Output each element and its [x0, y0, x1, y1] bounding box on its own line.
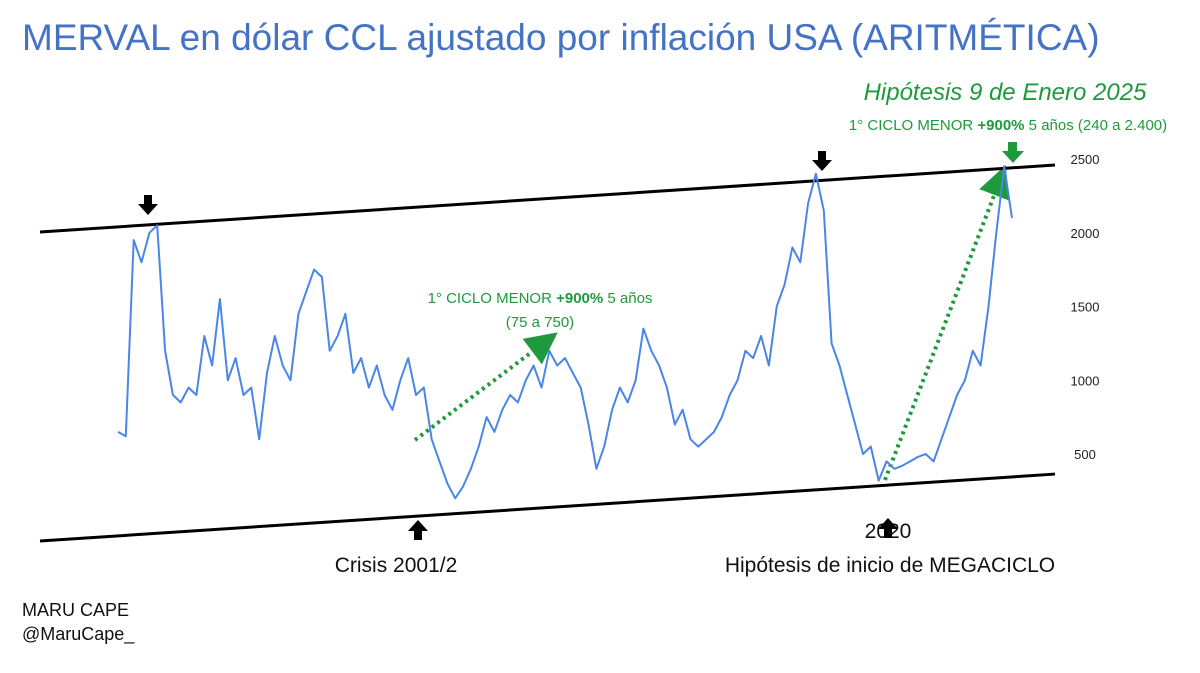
- note-part: 1° CICLO MENOR: [849, 117, 978, 134]
- note-part: 5 años (240 a 2.400): [1025, 117, 1168, 134]
- note-part: 5 años: [603, 290, 652, 307]
- y-tick-label: 500: [1074, 447, 1096, 462]
- arrow: [1002, 142, 1024, 163]
- note-part: +900%: [977, 117, 1024, 134]
- arrow: [812, 151, 832, 171]
- heading: Hipótesis 9 de Enero 2025: [864, 79, 1148, 106]
- y-tick-label: 1000: [1071, 373, 1100, 388]
- label: Crisis 2001/2: [335, 554, 458, 577]
- trend-arrow: [413, 332, 558, 442]
- y-tick-label: 1500: [1071, 300, 1100, 315]
- note: 1° CICLO MENOR +900% 5 años (240 a 2.400…: [849, 117, 1167, 134]
- channel-line: [39, 163, 1056, 234]
- arrows: [138, 142, 1024, 540]
- chart-title: MERVAL en dólar CCL ajustado por inflaci…: [22, 17, 1100, 58]
- note-part: +900%: [556, 290, 603, 307]
- note: (75 a 750): [506, 314, 574, 331]
- arrow: [878, 518, 898, 538]
- label: Hipótesis de inicio de MEGACICLO: [725, 554, 1055, 577]
- author: MARU CAPE: [22, 600, 129, 620]
- trend-arrow: [883, 165, 1010, 481]
- price-line: [117, 165, 1013, 500]
- author: @MaruCape_: [22, 624, 135, 645]
- y-tick-label: 2500: [1071, 152, 1100, 167]
- y-tick-label: 2000: [1071, 226, 1100, 241]
- channel-line: [39, 472, 1056, 543]
- arrow: [408, 520, 428, 540]
- note: 1° CICLO MENOR +900% 5 años: [428, 290, 653, 307]
- note-part: 1° CICLO MENOR: [428, 290, 557, 307]
- arrow: [138, 195, 158, 215]
